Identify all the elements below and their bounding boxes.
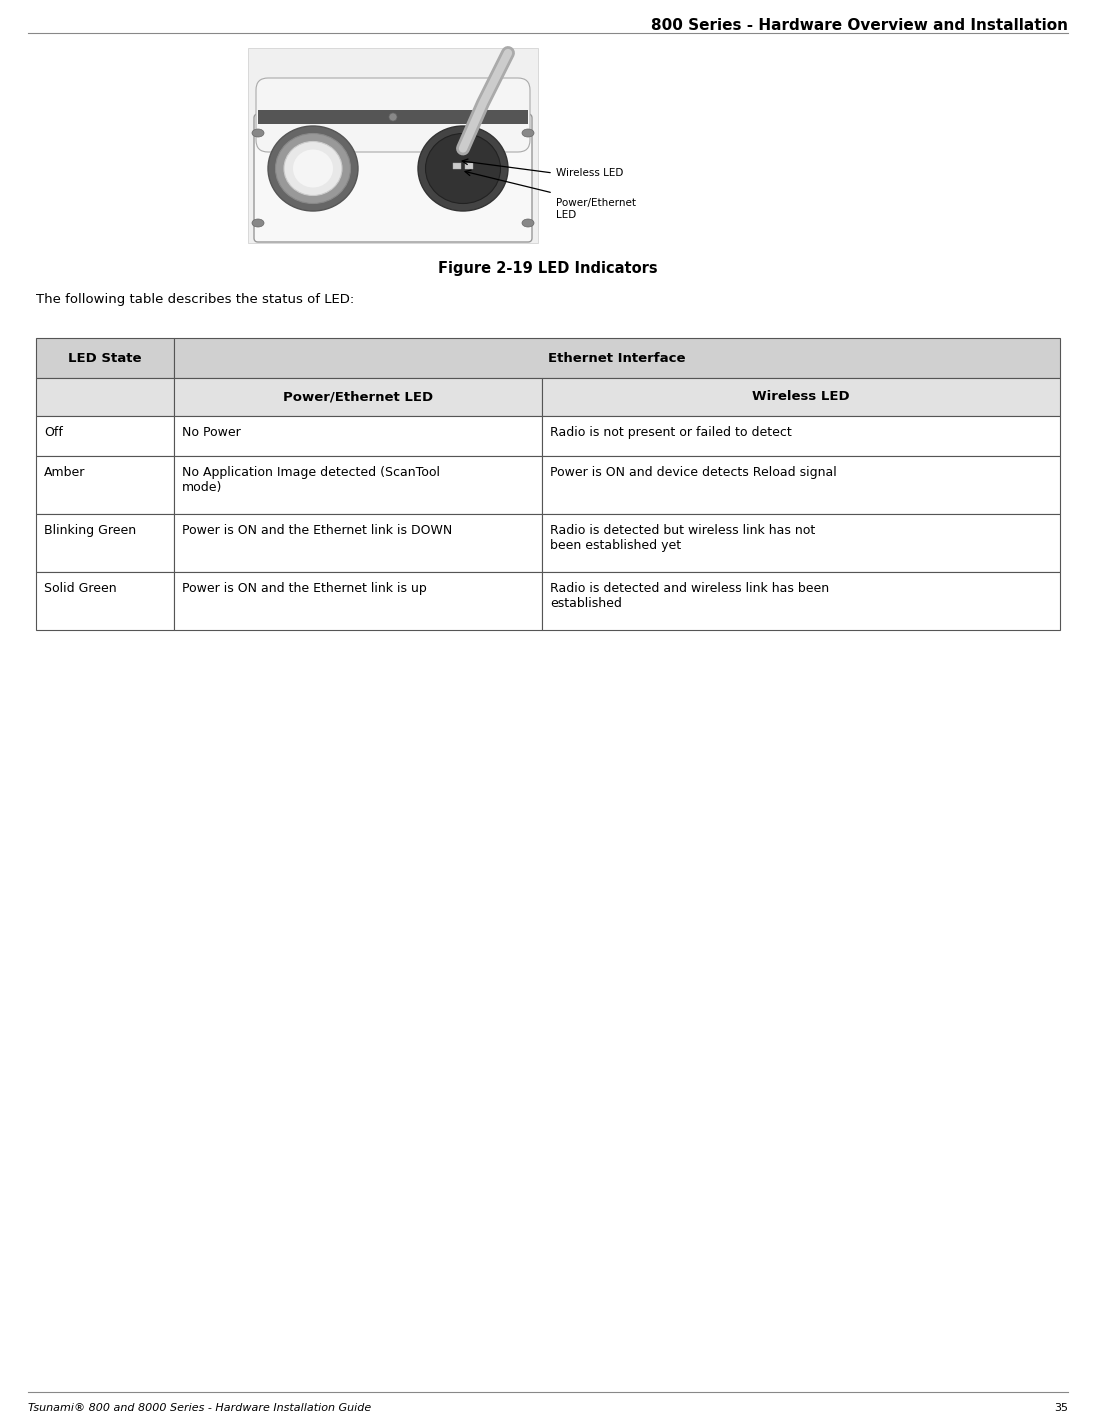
Text: Power/Ethernet
LED: Power/Ethernet LED — [556, 198, 636, 220]
Bar — [248, 48, 538, 242]
Text: LED State: LED State — [68, 351, 141, 365]
Text: Tsunami® 800 and 8000 Series - Hardware Installation Guide: Tsunami® 800 and 8000 Series - Hardware … — [28, 1403, 372, 1413]
Ellipse shape — [252, 220, 264, 227]
Text: Solid Green: Solid Green — [44, 582, 116, 595]
Bar — [174, 572, 543, 630]
Ellipse shape — [389, 113, 397, 121]
Bar — [543, 513, 1060, 572]
Ellipse shape — [522, 220, 534, 227]
Bar — [174, 456, 543, 513]
Text: 35: 35 — [1054, 1403, 1068, 1413]
Bar — [36, 456, 174, 513]
Ellipse shape — [418, 125, 509, 211]
FancyBboxPatch shape — [256, 78, 530, 153]
Bar — [453, 163, 461, 168]
Bar — [174, 416, 543, 456]
Text: Ethernet Interface: Ethernet Interface — [548, 351, 686, 365]
Ellipse shape — [275, 134, 351, 204]
Text: Off: Off — [44, 426, 62, 439]
Text: Wireless LED: Wireless LED — [752, 391, 849, 404]
Ellipse shape — [269, 125, 358, 211]
Ellipse shape — [284, 141, 342, 195]
Text: Wireless LED: Wireless LED — [556, 168, 624, 178]
Text: Blinking Green: Blinking Green — [44, 523, 136, 538]
Bar — [174, 338, 1060, 378]
Text: The following table describes the status of LED:: The following table describes the status… — [36, 292, 354, 307]
Text: Amber: Amber — [44, 466, 85, 479]
Text: No Power: No Power — [182, 426, 241, 439]
Bar — [36, 338, 174, 378]
FancyBboxPatch shape — [254, 114, 532, 242]
Ellipse shape — [425, 134, 501, 204]
Bar — [36, 572, 174, 630]
Bar — [174, 513, 543, 572]
Ellipse shape — [522, 128, 534, 137]
Text: Power/Ethernet LED: Power/Ethernet LED — [283, 391, 433, 404]
Bar — [543, 572, 1060, 630]
Bar — [36, 378, 174, 416]
Bar — [258, 110, 528, 124]
Text: Power is ON and device detects Reload signal: Power is ON and device detects Reload si… — [550, 466, 836, 479]
Bar — [36, 513, 174, 572]
Text: Power is ON and the Ethernet link is DOWN: Power is ON and the Ethernet link is DOW… — [182, 523, 453, 538]
Bar — [465, 163, 473, 168]
Bar — [543, 378, 1060, 416]
Text: 800 Series - Hardware Overview and Installation: 800 Series - Hardware Overview and Insta… — [651, 19, 1068, 33]
Text: No Application Image detected (ScanTool
mode): No Application Image detected (ScanTool … — [182, 466, 439, 493]
Bar — [36, 416, 174, 456]
Text: Radio is detected and wireless link has been
established: Radio is detected and wireless link has … — [550, 582, 830, 610]
Text: Figure 2-19 LED Indicators: Figure 2-19 LED Indicators — [438, 261, 658, 277]
Bar — [543, 456, 1060, 513]
Text: Radio is detected but wireless link has not
been established yet: Radio is detected but wireless link has … — [550, 523, 815, 552]
Ellipse shape — [293, 150, 333, 187]
Text: Radio is not present or failed to detect: Radio is not present or failed to detect — [550, 426, 791, 439]
Ellipse shape — [252, 128, 264, 137]
Bar — [174, 378, 543, 416]
Text: Power is ON and the Ethernet link is up: Power is ON and the Ethernet link is up — [182, 582, 426, 595]
Bar — [543, 416, 1060, 456]
